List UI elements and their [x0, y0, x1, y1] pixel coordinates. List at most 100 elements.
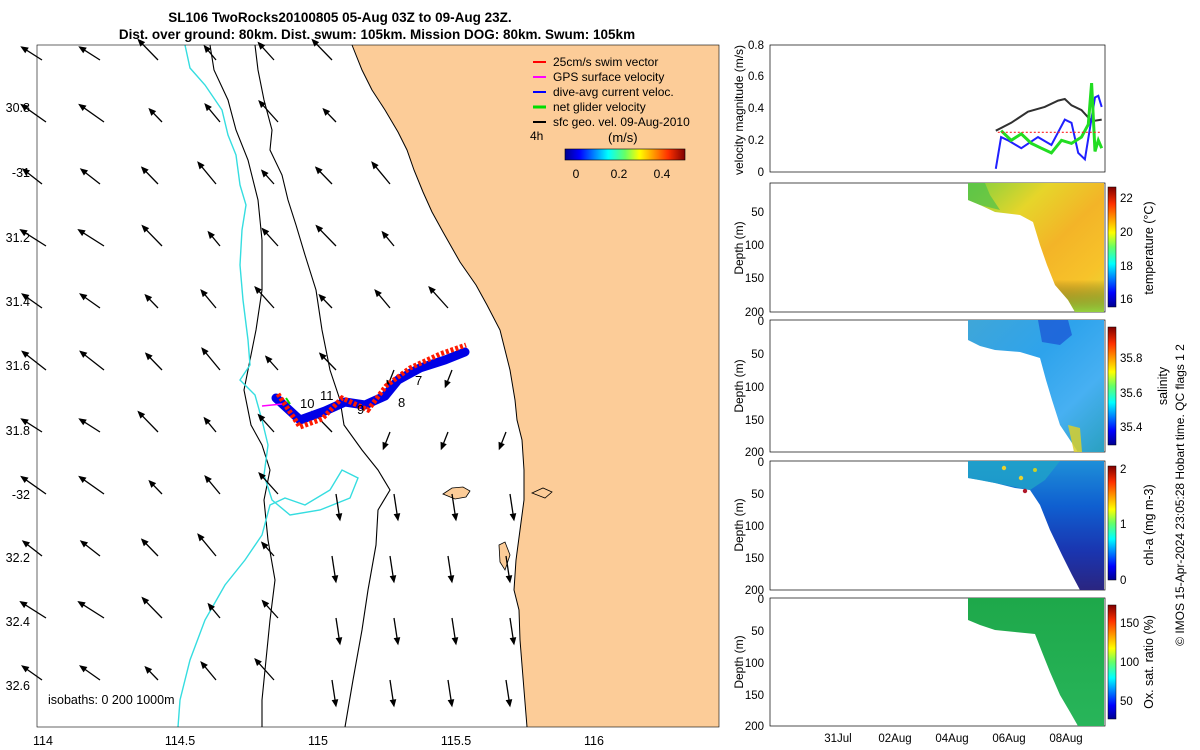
vector-arrowhead-56 [335, 513, 343, 522]
vector-arrowhead-9 [204, 103, 212, 112]
map-isobath-200 [254, 44, 391, 728]
colorbar-tick-2: 0.4 [654, 167, 671, 181]
cbar-ox-label: Ox. sat. ratio (%) [1142, 615, 1156, 709]
temp-ytick-50: 50 [751, 207, 764, 219]
vector-arrowhead-0 [20, 46, 29, 54]
temperature-panel [769, 182, 1106, 313]
track-green [285, 397, 291, 405]
heatmap-depth-axes: 50 100 150 200 Depth (m) 0 50 100 150 20… [732, 207, 764, 733]
chla-ytick-50: 50 [751, 489, 764, 501]
chart-title-line1: SL106 TwoRocks20100805 05-Aug 03Z to 09-… [168, 10, 511, 25]
vector-arrowhead-26 [21, 293, 30, 301]
temp-ytick-200: 200 [745, 307, 764, 319]
chla-hotspot-2 [1018, 475, 1024, 481]
sal-ytick-50: 50 [751, 349, 764, 361]
legend-swim: 25cm/s swim vector [553, 55, 658, 69]
chla-hotspot-1 [1001, 465, 1007, 471]
legend-net: net glider velocity [553, 100, 646, 114]
vector-arrowhead-23 [261, 227, 270, 236]
ox-ytick-150: 150 [745, 690, 764, 702]
x-tick-114: 114 [33, 734, 53, 748]
velocity-frame [769, 44, 1106, 173]
vector-arrowhead-42 [20, 418, 29, 426]
vector-arrowhead-24 [315, 224, 324, 233]
temperature-cold-edge [968, 183, 1000, 210]
vector-arrowhead-64 [260, 541, 269, 550]
cbar-salinity [1107, 326, 1117, 446]
salinity-panel [769, 319, 1106, 453]
vector-arrowhead-19 [19, 229, 28, 237]
salinity-field [968, 320, 1104, 452]
vel-ytick-0.4: 0.4 [748, 103, 765, 115]
vector-arrowhead-18 [371, 161, 379, 170]
vector-arrowhead-61 [79, 540, 89, 548]
map-x-axis: 114 114.5 115 115.5 116 [33, 734, 604, 748]
x-tick-114.5: 114.5 [165, 734, 195, 748]
vector-arrowhead-77 [509, 637, 517, 646]
vel-ytick-0.6: 0.6 [748, 71, 764, 83]
vector-arrowhead-44 [137, 410, 146, 419]
cbar-chla-2: 2 [1120, 464, 1126, 476]
chla-ytick-0: 0 [758, 457, 764, 469]
temp-ylabel: Depth (m) [732, 221, 746, 274]
vector-arrowhead-79 [79, 665, 88, 673]
y-tick-31: -31 [12, 166, 30, 180]
temperature-field-deep [968, 183, 1104, 312]
vector-arrowhead-6 [20, 103, 29, 111]
ox-ytick-50: 50 [751, 626, 764, 638]
vector-arrowhead-30 [254, 285, 262, 294]
velocity-panel: 0.8 0.6 0.4 0.2 0 velocity magnitude (m/… [732, 40, 1106, 179]
x-tick-115.5: 115.5 [441, 734, 471, 748]
vector-arrowhead-80 [144, 665, 153, 674]
vector-arrowhead-14 [140, 166, 149, 175]
chla-hotspot-3 [1033, 468, 1037, 472]
vector-arrowhead-38 [264, 355, 273, 364]
vector-arrowhead-21 [141, 224, 150, 233]
vector-arrowhead-82 [254, 657, 262, 666]
vector-arrowhead-78 [21, 665, 30, 673]
vector-arrowhead-43 [78, 418, 87, 426]
cbar-chla [1107, 465, 1117, 581]
vector-arrowhead-60 [21, 540, 31, 548]
vector-arrowhead-62 [140, 538, 149, 547]
cbar-chla-1: 1 [1120, 519, 1126, 531]
vector-arrowhead-36 [144, 352, 153, 361]
map-panel: 10 11 9 8 7 25cm/s swim vector GPS surfa… [6, 38, 720, 748]
track-label-10: 10 [300, 396, 314, 411]
track-label-8: 8 [398, 395, 405, 410]
vector-arrowhead-68 [505, 575, 513, 584]
vel-ytick-0.8: 0.8 [748, 40, 764, 52]
vector-arrowhead-86 [505, 699, 513, 708]
colorbar-tick-1: 0.2 [611, 167, 628, 181]
ox-ytick-200: 200 [745, 721, 764, 733]
cbar-temp-label: temperature (°C) [1142, 201, 1156, 294]
time-tick-08aug: 08Aug [1049, 733, 1082, 745]
cbar-ox-100: 100 [1120, 657, 1139, 669]
vector-arrowhead-70 [77, 601, 86, 609]
vector-arrowhead-65 [331, 575, 339, 584]
y-tick-31.6: 31.6 [6, 359, 30, 373]
chla-ytick-150: 150 [745, 553, 764, 565]
track-label-9: 9 [357, 402, 364, 417]
cbar-sal-35.6: 35.6 [1120, 388, 1142, 400]
vector-arrowhead-4 [257, 41, 266, 50]
colorbar-tick-0: 0 [573, 167, 580, 181]
colorbar-speed [564, 148, 686, 161]
vector-arrowhead-5 [311, 38, 320, 47]
cbar-chla-label: chl-a (mg m-3) [1142, 484, 1156, 565]
vector-arrowhead-28 [144, 293, 153, 302]
vector-arrowhead-3 [203, 44, 211, 54]
track-label-11: 11 [320, 388, 334, 403]
time-tick-31jul: 31Jul [824, 733, 852, 745]
time-tick-02aug: 02Aug [878, 733, 911, 745]
vector-arrowhead-63 [197, 533, 205, 542]
map-legend: 25cm/s swim vector GPS surface velocity … [530, 55, 690, 181]
x-tick-115: 115 [308, 734, 328, 748]
cbar-chla-0: 0 [1120, 575, 1126, 587]
map-y-axis: 30.8 -31 31.2 31.4 31.6 31.8 -32 32.2 32… [6, 101, 30, 693]
chla-hotspot-4 [1022, 488, 1028, 494]
cbar-sal-label: salinity [1156, 366, 1170, 405]
map-land [352, 45, 719, 727]
cbar-temp-16: 16 [1120, 294, 1133, 306]
